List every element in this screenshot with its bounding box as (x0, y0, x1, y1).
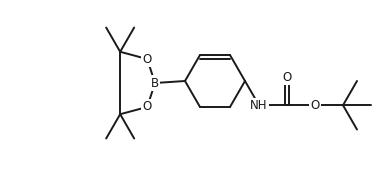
Text: O: O (310, 99, 319, 112)
Text: B: B (151, 77, 159, 90)
Text: O: O (142, 53, 152, 66)
Text: O: O (142, 100, 152, 113)
Text: O: O (282, 71, 291, 84)
Text: NH: NH (250, 99, 268, 112)
